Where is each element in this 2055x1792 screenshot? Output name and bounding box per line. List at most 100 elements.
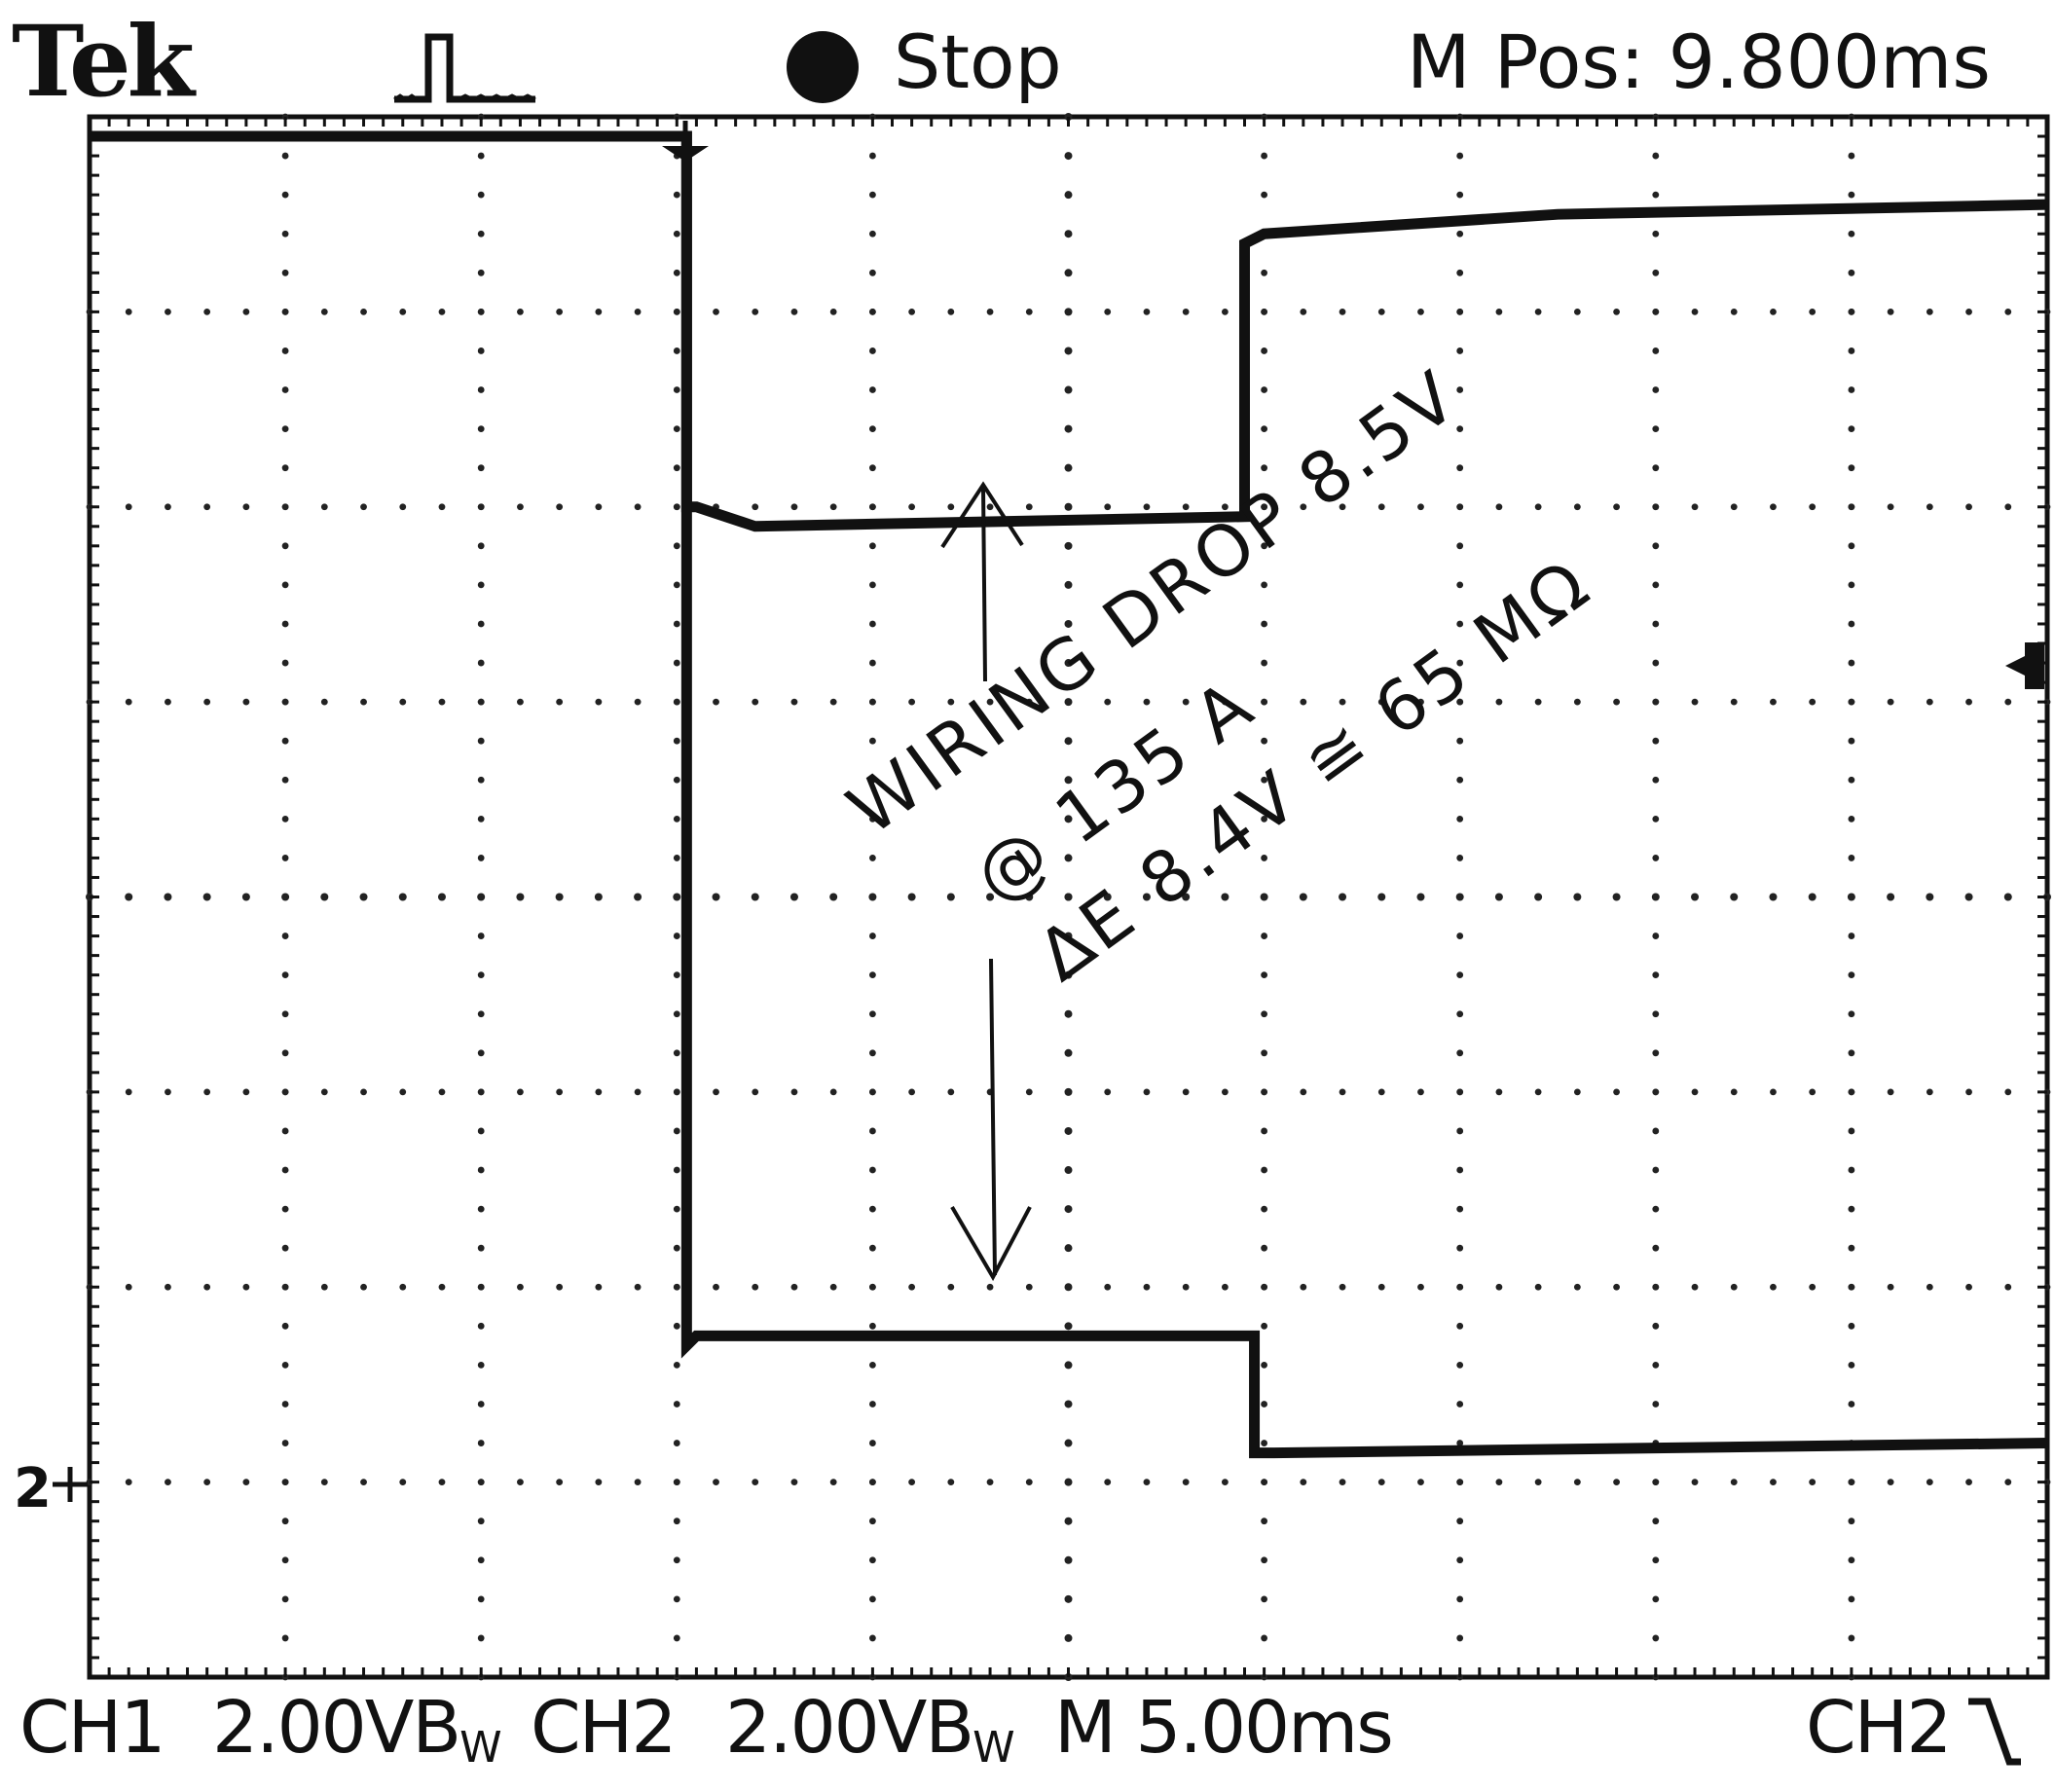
grid-dot [1809, 1088, 1816, 1096]
grid-dot [1064, 815, 1073, 823]
grid-dot [829, 698, 837, 706]
grid-dot [2004, 1088, 2012, 1096]
grid-dot [869, 1010, 876, 1018]
grid-dot [1456, 971, 1464, 979]
grid-dot [477, 1556, 485, 1564]
grid-dot [477, 1166, 485, 1174]
grid-dot [281, 581, 289, 589]
grid-dot [986, 1479, 994, 1486]
grid-dot [1261, 152, 1267, 160]
grid-dot [673, 1518, 680, 1525]
grid-dot [399, 698, 407, 706]
grid-dot [1025, 1479, 1033, 1486]
grid-dot [1456, 1595, 1464, 1603]
grid-dot [1261, 542, 1267, 550]
grid-dot [1926, 1088, 1933, 1096]
grid-dot [1848, 542, 1855, 550]
grid-dot [1104, 1283, 1112, 1291]
grid-dot [869, 933, 876, 939]
grid-dot [1848, 1556, 1855, 1564]
grid-dot [1456, 347, 1464, 354]
grid-dot [1652, 933, 1660, 939]
grid-dot [869, 620, 876, 628]
grid-dot [1104, 503, 1112, 511]
grid-dot [947, 308, 955, 315]
grid-dot [242, 1479, 250, 1486]
grid-dot [203, 1088, 211, 1096]
grid-dot [869, 503, 876, 511]
grid-dot [1809, 1479, 1816, 1486]
grid-dot [595, 503, 603, 511]
grid-dot [1770, 308, 1777, 315]
grid-dot [1848, 1322, 1855, 1330]
grid-dot [1495, 503, 1503, 511]
grid-dot [556, 1088, 564, 1096]
grid-dot [164, 893, 172, 901]
grid-dot [1064, 1555, 1073, 1564]
grid-dot [752, 308, 759, 315]
grid-dot [477, 737, 485, 745]
grid-dot [1182, 308, 1190, 315]
grid-dot [477, 191, 485, 199]
grid-dot [1652, 855, 1660, 861]
grid-dot [1261, 1479, 1267, 1486]
grid-dot [1652, 269, 1660, 276]
grid-dot [595, 1283, 603, 1291]
grid-dot [1299, 893, 1307, 901]
grid-dot [1221, 698, 1229, 706]
grid-dot [2004, 308, 2012, 315]
grid-dot [1652, 581, 1660, 589]
grid-dot [1652, 1244, 1660, 1252]
grid-dot [1456, 815, 1464, 823]
grid-dot [320, 503, 328, 511]
grid-dot [281, 230, 289, 238]
grid-dot [790, 698, 798, 706]
grid-dot [1456, 1127, 1464, 1135]
grid-dot [1848, 464, 1855, 472]
grid-dot [1651, 893, 1660, 901]
grid-dot [947, 1283, 955, 1291]
grid-dot [477, 815, 485, 823]
grid-dot [1377, 1088, 1385, 1096]
grid-dot [1261, 1401, 1267, 1408]
grid-dot [1182, 698, 1190, 706]
grid-dot [868, 893, 877, 901]
grid-dot [281, 1010, 289, 1018]
grid-dot [908, 1479, 916, 1486]
grid-dot [869, 1283, 876, 1291]
grid-dot [1730, 698, 1738, 706]
grid-dot [477, 1244, 485, 1252]
pulse-trigger-icon [393, 33, 536, 103]
grid-dot [1261, 464, 1267, 472]
grid-dot [907, 893, 916, 901]
grid-dot [1456, 269, 1464, 276]
grid-dot [1455, 893, 1464, 901]
grid-dot [1965, 1479, 1972, 1486]
grid-dot [1064, 1594, 1073, 1603]
grid-dot [477, 1595, 485, 1603]
grid-dot [1809, 308, 1816, 315]
grid-dot [986, 503, 994, 511]
grid-dot [673, 308, 680, 315]
grid-dot [1848, 1362, 1855, 1369]
grid-dot [869, 1205, 876, 1213]
grid-dot [477, 152, 485, 160]
grid-dot [360, 1088, 367, 1096]
grid-dot [869, 815, 876, 823]
grid-dot [595, 308, 603, 315]
grid-dot [477, 776, 485, 784]
grid-dot [1339, 698, 1346, 706]
grid-dot [595, 698, 603, 706]
grid-dot [1064, 970, 1073, 979]
grid-dot [1848, 1595, 1855, 1603]
grid-dot [1573, 698, 1581, 706]
grid-dot [125, 1283, 132, 1291]
grid-dot [1573, 1479, 1581, 1486]
grid-dot [1456, 855, 1464, 861]
grid-dot [1848, 386, 1855, 393]
grid-dot [1848, 1244, 1855, 1252]
grid-dot [399, 1283, 407, 1291]
grid-dot [1261, 815, 1267, 823]
grid-dot [1261, 659, 1267, 667]
grid-dot [1573, 503, 1581, 511]
